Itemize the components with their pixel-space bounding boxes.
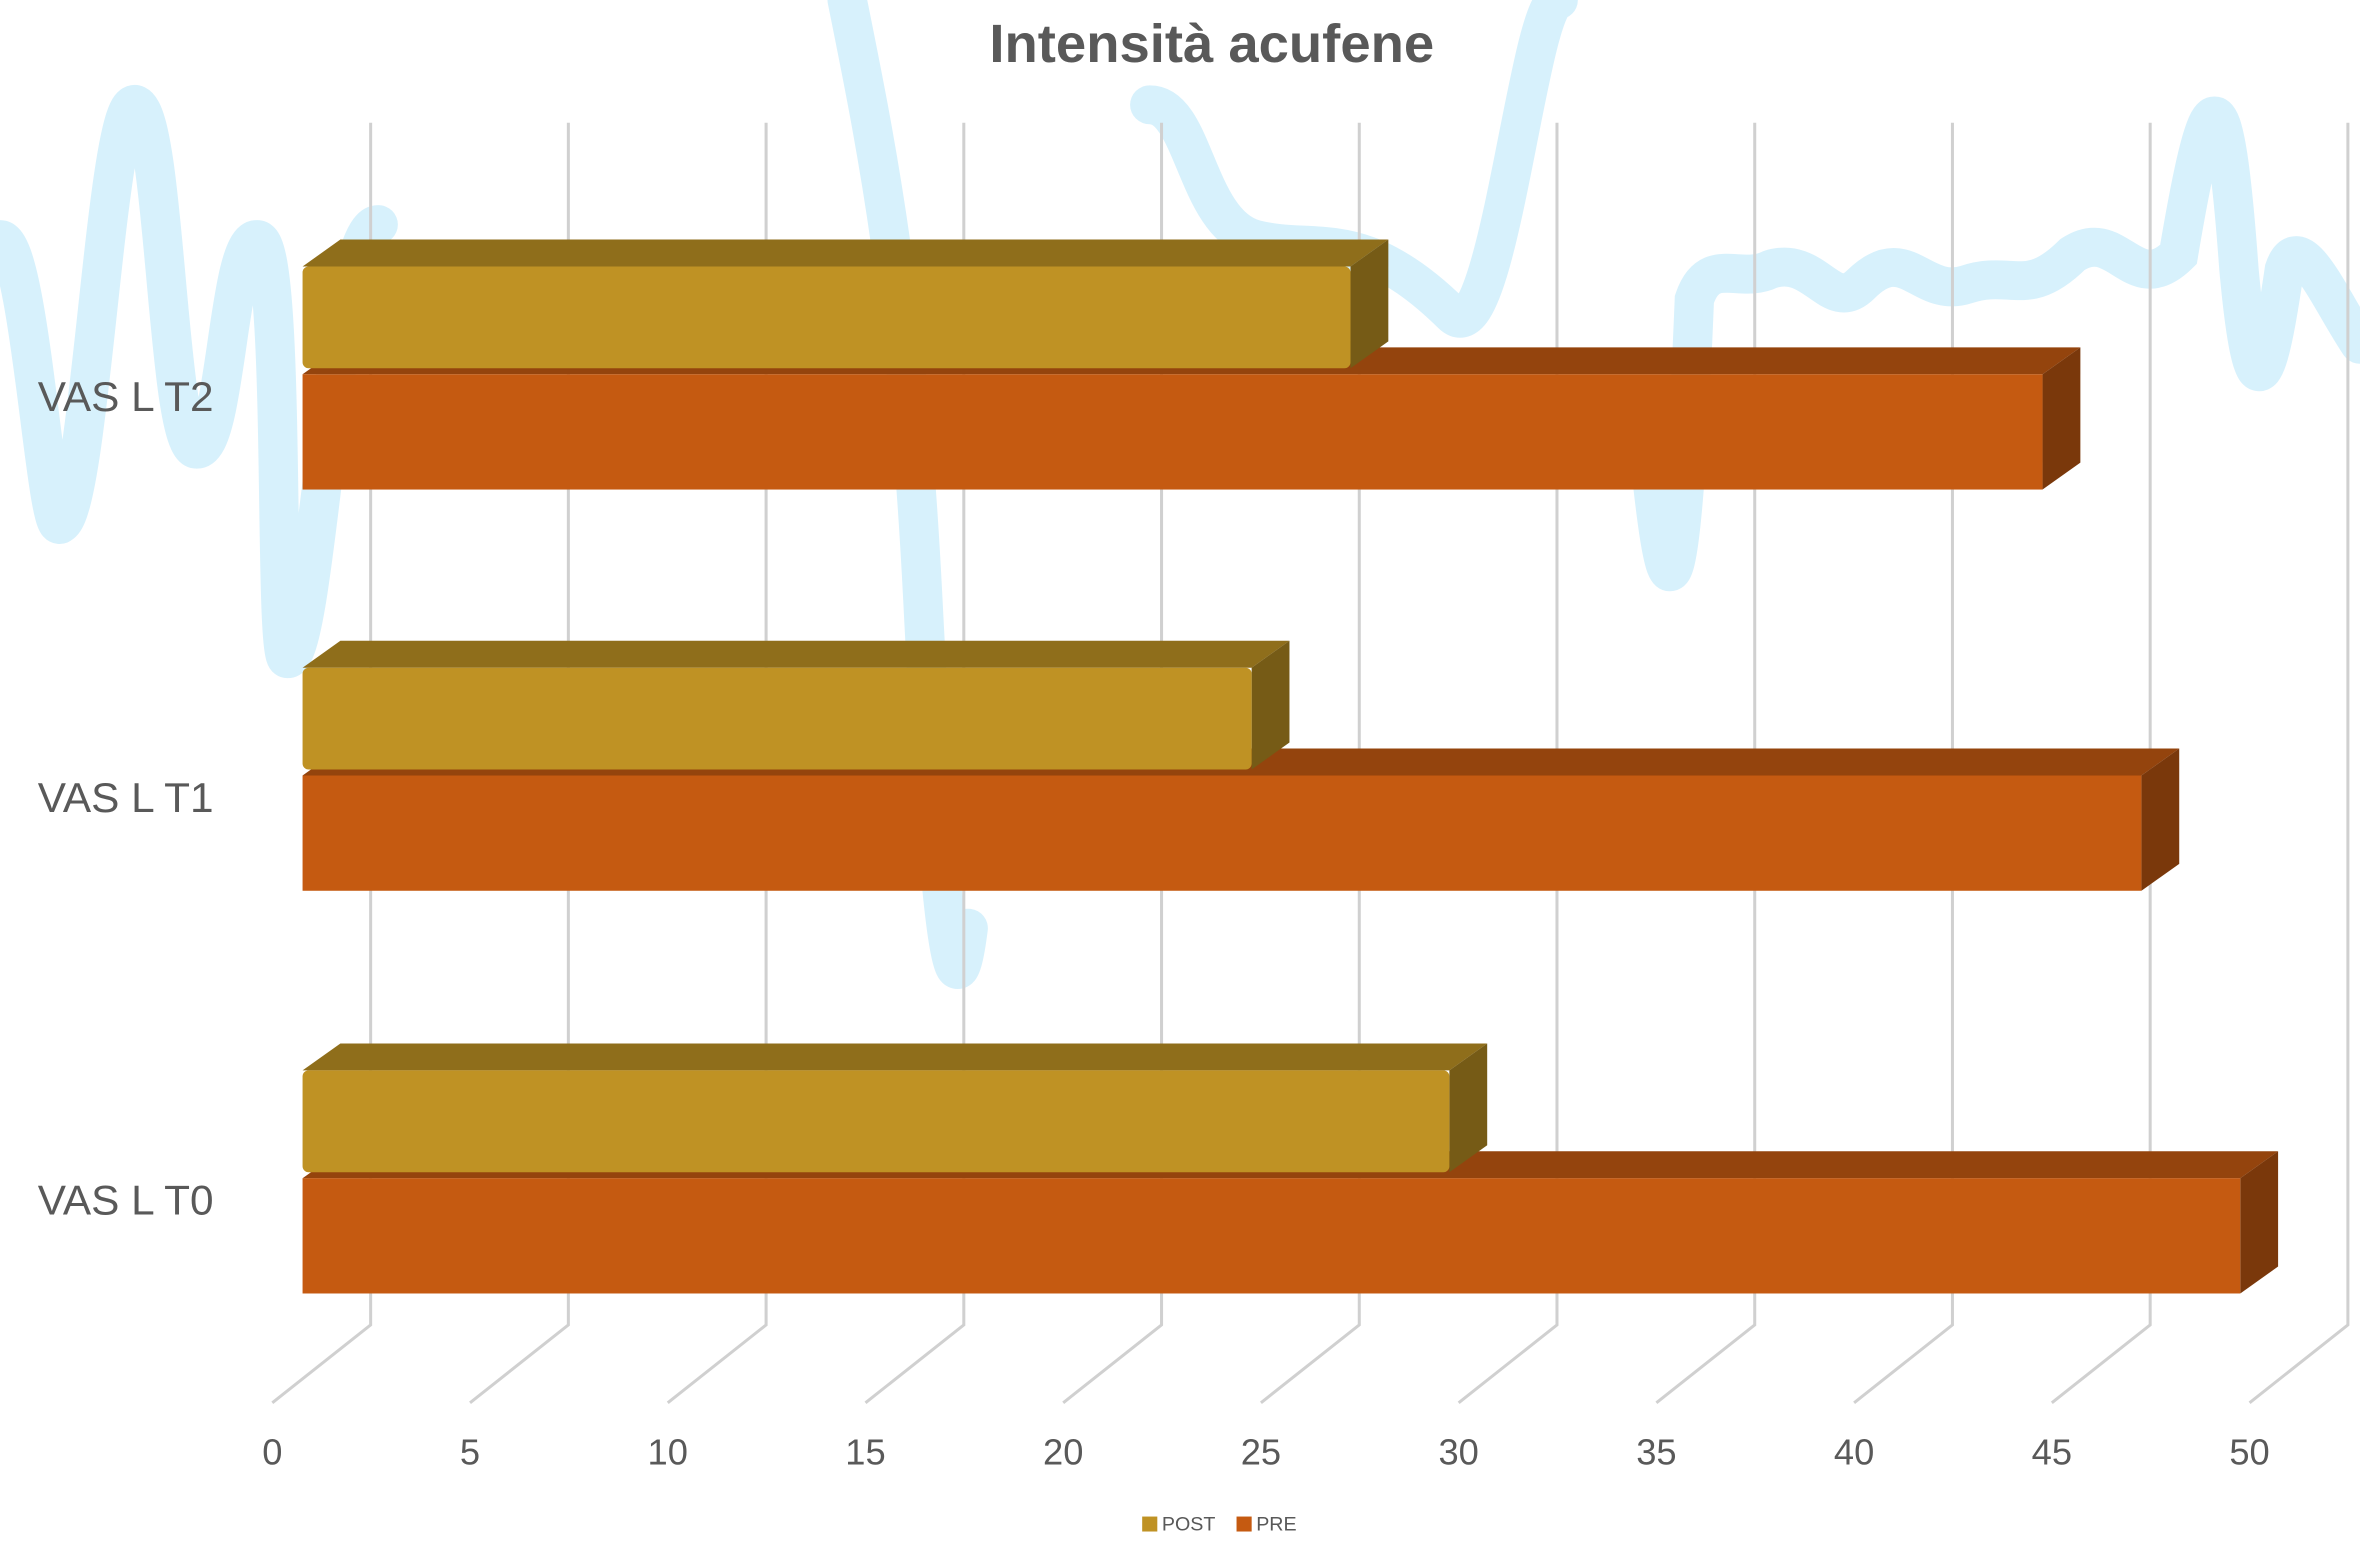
y-tick-label: VAS L T1: [38, 774, 214, 821]
x-tick-label: 10: [648, 1432, 688, 1473]
y-tick-label: VAS L T0: [38, 1177, 214, 1224]
legend-swatch: [1237, 1517, 1252, 1532]
x-tick-label: 15: [845, 1432, 885, 1473]
bar-top: [303, 240, 1389, 267]
x-tick-label: 45: [2032, 1432, 2072, 1473]
x-tick-label: 25: [1241, 1432, 1281, 1473]
bar-top: [303, 1043, 1488, 1070]
bar-top: [303, 641, 1290, 668]
x-tick-label: 5: [460, 1432, 480, 1473]
bar: [303, 775, 2142, 890]
bar: [303, 1070, 1450, 1172]
x-tick-label: 20: [1043, 1432, 1083, 1473]
legend-swatch: [1142, 1517, 1157, 1532]
x-tick-label: 40: [1834, 1432, 1874, 1473]
x-tick-label: 0: [262, 1432, 282, 1473]
x-tick-label: 35: [1636, 1432, 1676, 1473]
bar: [303, 266, 1351, 368]
legend-label: POST: [1162, 1514, 1216, 1536]
chart-title: Intensità acufene: [989, 14, 1434, 74]
bar: [303, 374, 2043, 489]
y-tick-label: VAS L T2: [38, 373, 214, 420]
bar: [303, 1178, 2241, 1293]
chart: Intensità acufene 0 5 10 15 20 25 30 35 40 45 50 VA…: [0, 0, 2360, 1542]
x-tick-label: 50: [2229, 1432, 2269, 1473]
bar: [303, 668, 1252, 770]
x-tick-label: 30: [1438, 1432, 1478, 1473]
legend-label: PRE: [1256, 1514, 1296, 1536]
